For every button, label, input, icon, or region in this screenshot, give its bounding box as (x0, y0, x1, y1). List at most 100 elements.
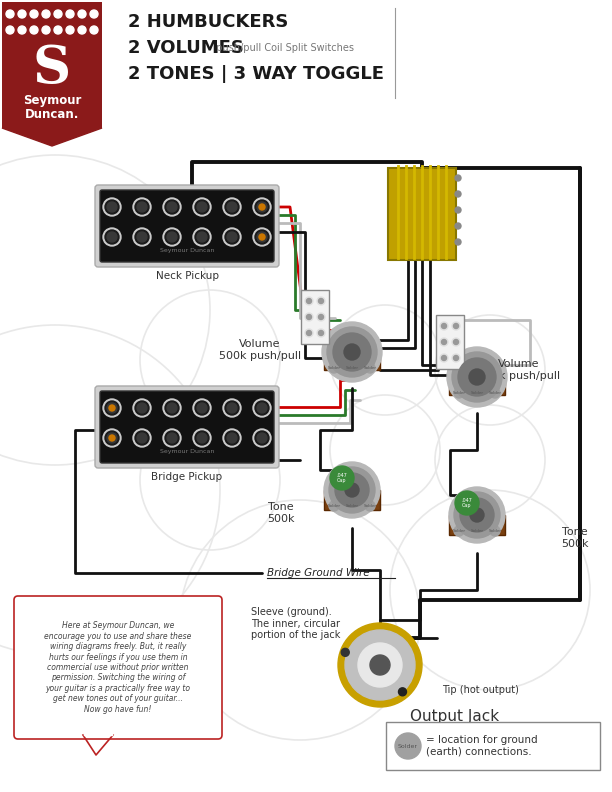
Text: Solder: Solder (471, 391, 483, 395)
Text: Solder: Solder (364, 504, 376, 508)
Circle shape (135, 200, 149, 214)
Circle shape (107, 433, 117, 443)
Circle shape (6, 26, 14, 34)
Circle shape (193, 228, 211, 246)
Circle shape (255, 431, 269, 445)
Circle shape (460, 498, 494, 532)
Circle shape (458, 358, 496, 396)
Circle shape (305, 297, 313, 305)
Text: Seymour Duncan: Seymour Duncan (160, 448, 214, 454)
Circle shape (455, 207, 461, 213)
Circle shape (197, 403, 207, 413)
Circle shape (455, 239, 461, 245)
Text: Solder: Solder (327, 504, 340, 508)
Circle shape (163, 429, 181, 447)
Circle shape (324, 462, 380, 518)
Text: Tone
500k: Tone 500k (561, 527, 589, 549)
Circle shape (452, 322, 460, 330)
Circle shape (137, 202, 147, 212)
Circle shape (318, 330, 324, 336)
FancyBboxPatch shape (449, 371, 505, 395)
Circle shape (135, 431, 149, 445)
Circle shape (307, 314, 312, 319)
Text: Bridge Ground Wire: Bridge Ground Wire (267, 568, 370, 578)
Circle shape (255, 200, 269, 214)
Circle shape (452, 354, 460, 362)
Circle shape (109, 435, 115, 441)
Text: 2 TONES | 3 WAY TOGGLE: 2 TONES | 3 WAY TOGGLE (128, 65, 384, 83)
Circle shape (257, 403, 267, 413)
Text: Solder: Solder (452, 529, 466, 533)
Circle shape (345, 630, 415, 700)
Circle shape (398, 687, 406, 696)
Text: Volume
500k push/pull: Volume 500k push/pull (478, 360, 560, 381)
Circle shape (18, 26, 26, 34)
Circle shape (133, 429, 151, 447)
Circle shape (193, 198, 211, 216)
FancyBboxPatch shape (386, 722, 600, 770)
Circle shape (329, 363, 339, 373)
Circle shape (472, 388, 482, 398)
Circle shape (454, 492, 500, 538)
Circle shape (197, 232, 207, 242)
Circle shape (105, 200, 119, 214)
Text: Sleeve (ground).
The inner, circular
portion of the jack: Sleeve (ground). The inner, circular por… (251, 607, 340, 641)
Circle shape (137, 403, 147, 413)
Circle shape (167, 433, 177, 443)
Circle shape (440, 354, 448, 362)
Circle shape (347, 501, 357, 511)
Circle shape (227, 433, 237, 443)
FancyBboxPatch shape (436, 315, 464, 369)
Circle shape (109, 405, 115, 411)
Circle shape (338, 623, 422, 707)
Circle shape (341, 649, 349, 657)
Circle shape (452, 338, 460, 346)
Circle shape (455, 175, 461, 181)
Circle shape (197, 202, 207, 212)
Circle shape (42, 26, 50, 34)
Circle shape (344, 344, 360, 360)
Circle shape (454, 526, 464, 536)
Circle shape (223, 429, 241, 447)
Circle shape (395, 733, 421, 759)
Circle shape (440, 338, 448, 346)
Circle shape (347, 363, 357, 373)
Circle shape (452, 352, 502, 402)
Text: Duncan.: Duncan. (25, 108, 79, 120)
Circle shape (455, 491, 479, 515)
Circle shape (335, 473, 369, 507)
FancyBboxPatch shape (100, 391, 274, 463)
Circle shape (255, 401, 269, 415)
Text: Solder: Solder (364, 366, 376, 370)
Circle shape (307, 299, 312, 303)
Circle shape (329, 467, 375, 513)
Circle shape (103, 399, 121, 417)
Circle shape (66, 10, 74, 18)
Circle shape (333, 333, 371, 371)
Circle shape (253, 228, 271, 246)
Text: Seymour: Seymour (23, 93, 81, 106)
Circle shape (197, 433, 207, 443)
Text: Solder: Solder (488, 391, 502, 395)
FancyBboxPatch shape (14, 596, 222, 739)
Circle shape (66, 26, 74, 34)
Circle shape (449, 487, 505, 543)
Circle shape (345, 483, 359, 497)
Circle shape (54, 10, 62, 18)
FancyBboxPatch shape (324, 346, 380, 370)
FancyBboxPatch shape (95, 386, 279, 468)
Circle shape (255, 230, 269, 244)
Text: Volume
500k push/pull: Volume 500k push/pull (219, 339, 301, 361)
Circle shape (253, 399, 271, 417)
FancyBboxPatch shape (95, 185, 279, 267)
Circle shape (455, 191, 461, 197)
Circle shape (259, 234, 265, 240)
Text: S: S (33, 43, 71, 93)
Circle shape (223, 399, 241, 417)
Text: Bridge Pickup: Bridge Pickup (151, 472, 223, 482)
Circle shape (135, 230, 149, 244)
Circle shape (133, 399, 151, 417)
Circle shape (167, 232, 177, 242)
Polygon shape (83, 735, 113, 755)
Circle shape (470, 508, 484, 522)
